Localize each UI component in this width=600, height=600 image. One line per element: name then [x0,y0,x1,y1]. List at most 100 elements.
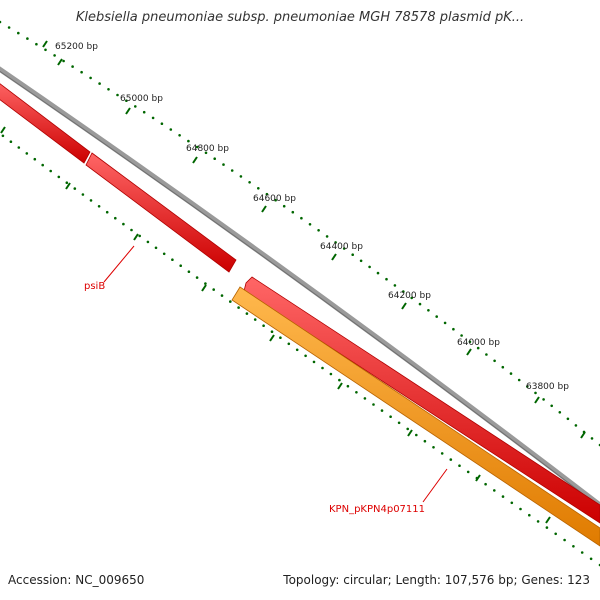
tick-label: 65200 bp [55,42,98,52]
tick-dot [154,246,158,250]
tick-dot [270,330,274,334]
major-tick [0,126,6,134]
tick-dot [142,110,146,114]
tick-dot [572,545,575,548]
tick-dot [363,397,367,400]
tick-dot [53,54,56,57]
tick-dot [415,433,418,437]
tick-dot [423,439,427,443]
gene-feature-psiB-part-b[interactable] [85,152,237,273]
gene-label-kpn-pkpn4p07111[interactable]: KPN_pKPN4p07111 [329,504,425,515]
accession-label: Accession: NC_009650 [8,573,145,587]
tick-label: 64000 bp [457,338,500,348]
tick-dot [389,415,392,419]
tick-dot [443,321,447,325]
tick-dot [509,372,513,375]
tick-dot [80,70,83,74]
tick-dot [566,417,570,421]
tick-dot [282,204,286,208]
tick-label-group: 65200 bp 65000 bp 64800 bp 64600 bp 6440… [55,42,569,392]
tick-dot [351,253,355,256]
tick-dot [550,404,553,408]
tick-dot [62,59,65,63]
tick-dot [466,470,470,474]
tick-dot [325,235,329,238]
tick-label: 65000 bp [120,94,163,104]
tick-dot [372,403,375,406]
major-tick [261,205,267,213]
tick-dot [574,424,578,427]
map-title: Klebsiella pneumoniae subsp. pneumoniae … [75,10,525,25]
gene-label-psiB[interactable]: psiB [84,281,105,292]
tick-dot [171,258,174,262]
gene-feature-reverse-strand[interactable] [231,286,600,547]
label-connector-kpn-pkpn4p07111 [422,468,448,503]
tick-dot [178,134,181,137]
tick-dot [338,378,341,382]
tick-dot [125,99,128,102]
tick-dot [501,495,505,498]
tick-dot [213,157,216,160]
tick-dot [222,163,225,166]
tick-dot [558,411,562,414]
tick-dot [432,446,435,449]
major-tick [133,233,139,241]
tick-dot [169,128,173,131]
tick-dot [449,458,453,461]
gene-feature-kpn-pkpn4p07111[interactable] [243,276,600,524]
major-tick [331,253,337,261]
tick-dot [1,134,5,138]
tick-dot [342,247,346,250]
tick-dot [359,259,363,263]
major-tick [42,40,48,48]
tick-dot [510,501,514,505]
plasmid-backbone-edge [0,70,600,508]
tick-dot [262,324,265,328]
tick-dot [245,312,249,315]
tick-dot [534,391,537,395]
major-tick [337,382,343,390]
tick-dot [253,318,257,321]
tick-dot [334,241,337,244]
tick-dot [589,557,593,561]
tick-dot [134,105,137,108]
tick-dot [195,276,199,279]
tick-dot [81,193,85,196]
tick-dot [287,342,291,346]
tick-dot [44,48,47,52]
tick-dot [105,210,109,214]
gene-feature-psiB-part-a[interactable] [0,80,91,164]
tick-dot [204,151,208,155]
tick-dot [17,31,20,35]
tick-dot [7,26,11,29]
tick-dot [526,385,529,388]
tick-dot [160,122,164,125]
tick-dot [308,223,312,226]
gene-feature-psiB[interactable] [0,80,237,273]
tick-dot [519,507,522,511]
tick-dot [545,526,549,529]
major-tick [401,302,407,310]
major-tick [201,284,207,292]
tick-dot [49,169,52,173]
tick-label: 64600 bp [253,194,296,204]
tick-dot [528,513,531,517]
tick-dot [468,340,472,344]
tick-dot [485,353,488,356]
major-tick [580,431,586,439]
tick-dot [151,116,155,120]
tick-dot [229,300,232,303]
tick-dot [380,409,384,412]
topology-summary: Topology: circular; Length: 107,576 bp; … [283,573,590,587]
tick-dot [57,175,61,179]
tick-dot [355,391,358,394]
major-tick [545,516,551,524]
tick-dot [493,489,496,492]
tick-dot [187,139,190,143]
tick-dot [452,327,455,331]
tick-dot [542,398,545,401]
plasmid-backbone [0,66,600,507]
tick-dot [71,65,74,68]
